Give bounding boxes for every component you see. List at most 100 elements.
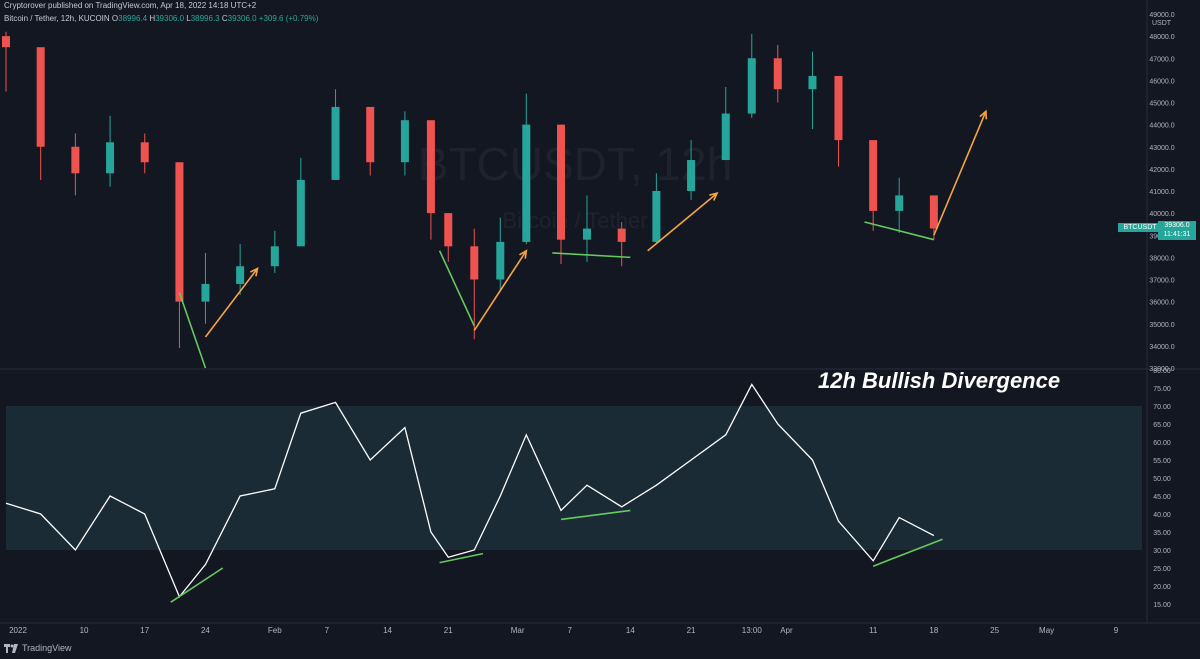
candle-body xyxy=(617,228,626,242)
price-tick-label: 47000.0 xyxy=(1149,56,1174,63)
change-value: +309.6 (+0.79%) xyxy=(258,14,319,23)
candle-body xyxy=(331,106,340,180)
rsi-tick-label: 45.00 xyxy=(1153,494,1171,501)
rsi-tick-label: 70.00 xyxy=(1153,404,1171,411)
candle-body xyxy=(426,120,435,214)
rsi-trendline xyxy=(170,567,224,603)
price-tick-label: 35000.0 xyxy=(1149,322,1174,329)
rsi-tick-label: 40.00 xyxy=(1153,512,1171,519)
candle-body xyxy=(687,160,696,191)
price-tick-label: 49000.0 xyxy=(1149,12,1174,19)
projection-arrowhead xyxy=(709,192,719,201)
price-trendline xyxy=(178,292,207,369)
symbol-name: Bitcoin / Tether, 12h, KUCOIN xyxy=(4,14,110,23)
rsi-tick-label: 20.00 xyxy=(1153,584,1171,591)
candle-body xyxy=(71,146,80,174)
time-tick-label: Feb xyxy=(268,626,282,635)
time-tick-label: 14 xyxy=(626,626,635,635)
currency-label: USDT xyxy=(1152,20,1172,27)
price-tick-label: 48000.0 xyxy=(1149,34,1174,41)
price-tick-label: 45000.0 xyxy=(1149,101,1174,108)
time-tick-label: Mar xyxy=(511,626,525,635)
projection-arrow xyxy=(473,250,527,331)
candle-body xyxy=(773,58,782,90)
candle-body xyxy=(652,191,661,242)
last-price-box: 39306.0 11:41:31 xyxy=(1158,221,1196,240)
candle-body xyxy=(522,124,531,242)
price-tick-label: 44000.0 xyxy=(1149,123,1174,130)
time-tick-label: 2022 xyxy=(9,626,27,635)
candle-body xyxy=(869,140,878,211)
rsi-tick-label: 30.00 xyxy=(1153,548,1171,555)
bar-countdown: 11:41:31 xyxy=(1163,231,1191,238)
rsi-tick-label: 55.00 xyxy=(1153,458,1171,465)
rsi-trendline xyxy=(560,509,631,521)
rsi-tick-label: 75.00 xyxy=(1153,386,1171,393)
price-tick-label: 36000.0 xyxy=(1149,300,1174,307)
time-tick-label: 21 xyxy=(687,626,696,635)
candle-body xyxy=(175,162,184,302)
price-tick-label: 33000.0 xyxy=(1149,366,1174,373)
price-tick-label: 43000.0 xyxy=(1149,145,1174,152)
candle-body xyxy=(236,266,245,284)
time-tick-label: 21 xyxy=(444,626,453,635)
close-value: 39306.0 xyxy=(227,14,257,23)
rsi-trendline xyxy=(872,538,943,567)
price-tick-label: 34000.0 xyxy=(1149,344,1174,351)
low-value: 38996.3 xyxy=(190,14,220,23)
time-tick-label: 25 xyxy=(990,626,999,635)
price-tick-label: 40000.0 xyxy=(1149,211,1174,218)
rsi-tick-label: 35.00 xyxy=(1153,530,1171,537)
candle-body xyxy=(140,142,149,163)
price-trendline xyxy=(438,250,476,327)
candle-body xyxy=(444,213,453,247)
open-value: 38996.4 xyxy=(118,14,148,23)
candle-body xyxy=(2,36,10,48)
projection-arrowhead xyxy=(249,266,259,277)
time-tick-label: 10 xyxy=(80,626,89,635)
candle-body xyxy=(470,246,479,280)
price-tick-label: 41000.0 xyxy=(1149,189,1174,196)
rsi-tick-label: 65.00 xyxy=(1153,422,1171,429)
time-tick-label: 9 xyxy=(1114,626,1119,635)
tradingview-logo-icon xyxy=(4,643,18,653)
rsi-tick-label: 50.00 xyxy=(1153,476,1171,483)
time-tick-label: 24 xyxy=(201,626,210,635)
price-tick-label: 46000.0 xyxy=(1149,78,1174,85)
candle-body xyxy=(895,195,904,211)
rsi-tick-label: 60.00 xyxy=(1153,440,1171,447)
candle-body xyxy=(496,241,505,280)
tradingview-branding[interactable]: TradingView xyxy=(4,643,72,653)
candle-body xyxy=(929,195,938,229)
rsi-tick-label: 25.00 xyxy=(1153,566,1171,573)
candle-body xyxy=(106,142,115,174)
candle-body xyxy=(366,106,375,163)
candle-body xyxy=(36,47,45,147)
candle-body xyxy=(583,228,592,240)
tradingview-label: TradingView xyxy=(22,643,72,653)
candle-body xyxy=(556,124,565,240)
time-tick-label: May xyxy=(1039,626,1054,635)
projection-arrowhead xyxy=(519,249,528,259)
price-trendline xyxy=(552,252,631,259)
rsi-band xyxy=(6,406,1142,550)
price-tick-label: 37000.0 xyxy=(1149,278,1174,285)
time-tick-label: Apr xyxy=(780,626,793,635)
projection-arrow xyxy=(647,192,718,252)
divergence-annotation: 12h Bullish Divergence xyxy=(818,368,1061,393)
last-symbol-tag: BTCUSDT xyxy=(1118,223,1162,232)
candle-body xyxy=(747,58,756,114)
publish-info: Cryptorover published on TradingView.com… xyxy=(4,1,257,10)
price-trendline xyxy=(864,221,935,241)
last-price: 39306.0 xyxy=(1164,222,1190,229)
time-tick-label: 11 xyxy=(869,626,878,635)
time-tick-label: 7 xyxy=(567,626,572,635)
projection-arrow xyxy=(204,267,259,338)
time-tick-label: 18 xyxy=(929,626,938,635)
time-tick-label: 7 xyxy=(325,626,330,635)
time-tick-label: 13:00 xyxy=(742,626,763,635)
watermark-symbol: BTCUSDT, 12h xyxy=(418,138,732,190)
candle-body xyxy=(721,113,730,161)
